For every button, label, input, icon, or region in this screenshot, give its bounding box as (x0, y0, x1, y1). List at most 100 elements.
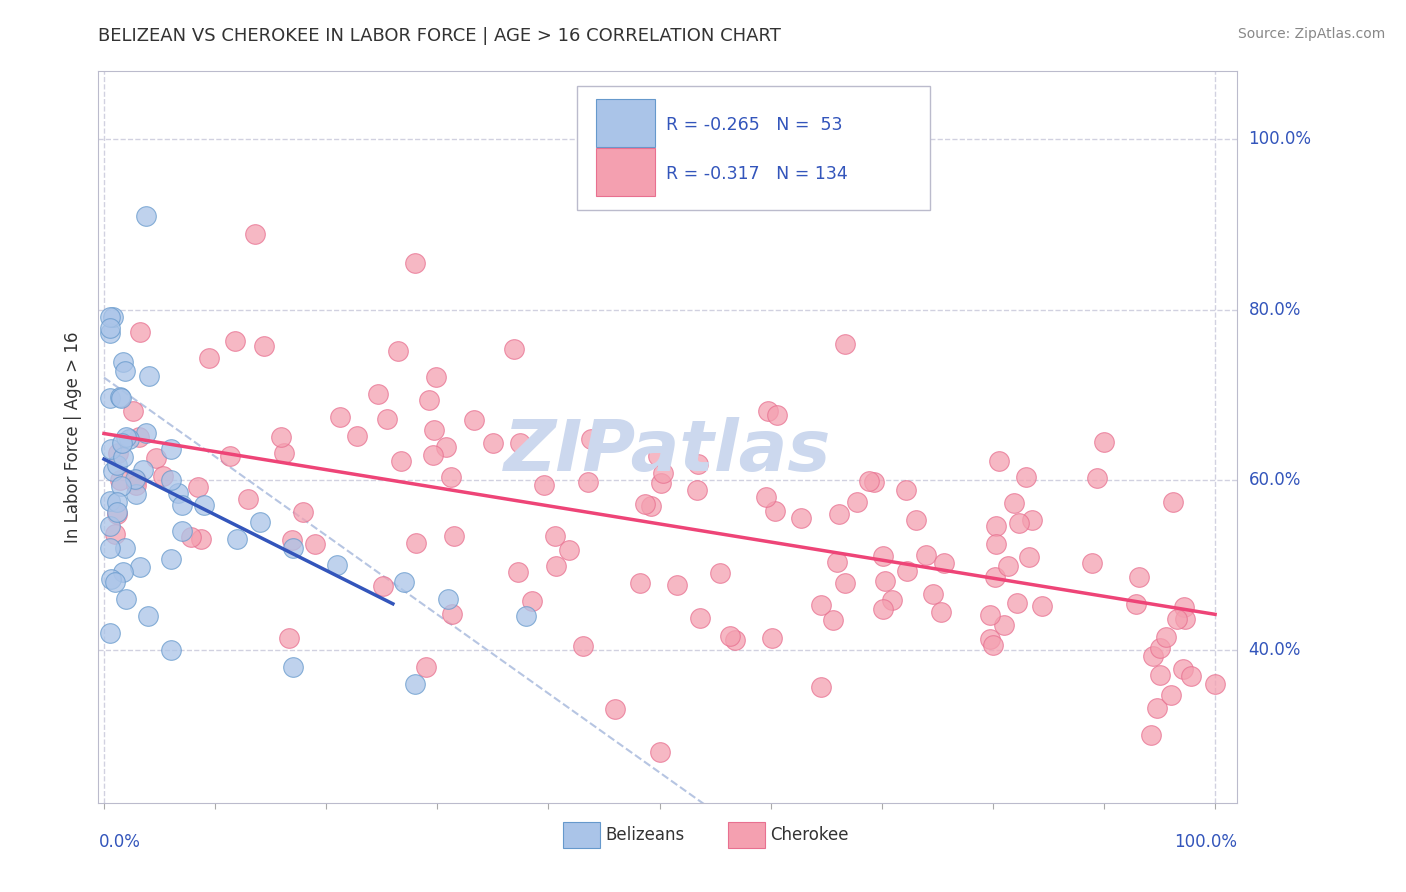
Point (167, 485, 190, 500)
Point (236, 491, 259, 506)
Point (1160, 688, 1182, 702)
Point (135, 209, 157, 223)
Point (509, 436, 531, 450)
Point (110, 478, 132, 492)
Text: 0.0%: 0.0% (98, 833, 141, 851)
Point (929, 605, 952, 619)
Point (1171, 662, 1194, 676)
Point (915, 548, 938, 562)
Point (763, 504, 786, 518)
Point (145, 451, 167, 466)
Point (128, 560, 150, 574)
Point (1161, 495, 1184, 509)
Point (125, 478, 148, 492)
Point (98, 625, 121, 640)
Point (984, 519, 1007, 533)
Text: BELIZEAN VS CHEROKEE IN LABOR FORCE | AGE > 16 CORRELATION CHART: BELIZEAN VS CHEROKEE IN LABOR FORCE | AG… (98, 27, 782, 45)
Point (101, 464, 124, 478)
Point (665, 577, 688, 591)
Point (273, 446, 295, 460)
Point (104, 527, 127, 541)
Point (245, 227, 267, 241)
Point (98, 541, 121, 555)
Point (100, 572, 122, 586)
Point (292, 505, 315, 519)
Point (894, 483, 917, 498)
Point (932, 556, 955, 570)
Point (105, 458, 128, 473)
Point (904, 513, 927, 527)
Point (993, 617, 1015, 632)
Point (1204, 677, 1226, 691)
Point (159, 473, 181, 487)
Point (422, 423, 444, 437)
Point (114, 364, 136, 378)
Point (558, 542, 581, 557)
Point (98, 326, 121, 340)
Point (180, 530, 202, 544)
Point (392, 574, 415, 589)
Point (686, 483, 709, 497)
Text: Belizeans: Belizeans (605, 826, 685, 844)
Point (603, 702, 626, 716)
Point (1173, 599, 1195, 614)
Point (281, 533, 304, 547)
Point (576, 475, 599, 489)
Point (821, 613, 844, 627)
Point (107, 445, 129, 459)
Point (387, 344, 409, 359)
Point (882, 593, 904, 607)
Point (709, 566, 731, 580)
Point (1031, 599, 1053, 613)
Point (105, 495, 128, 509)
Point (987, 454, 1010, 468)
FancyBboxPatch shape (728, 822, 765, 848)
Point (1015, 470, 1038, 484)
Point (724, 632, 747, 647)
Point (122, 404, 145, 418)
Point (326, 558, 349, 572)
Point (125, 473, 148, 487)
Point (112, 355, 135, 369)
Point (1008, 516, 1031, 530)
Point (115, 591, 138, 606)
Point (253, 339, 276, 353)
Point (651, 466, 673, 480)
Point (100, 442, 122, 456)
Point (789, 511, 811, 525)
Point (226, 532, 249, 546)
Point (896, 564, 918, 578)
Text: ZIPatlas: ZIPatlas (505, 417, 831, 486)
Point (114, 541, 136, 555)
FancyBboxPatch shape (576, 86, 929, 211)
Point (118, 433, 141, 447)
Point (270, 430, 292, 444)
Point (1005, 596, 1028, 610)
Text: Source: ZipAtlas.com: Source: ZipAtlas.com (1237, 27, 1385, 41)
Point (377, 411, 399, 425)
Point (873, 574, 896, 589)
Point (979, 608, 1001, 623)
Point (98, 321, 121, 335)
Point (129, 325, 152, 339)
Point (1128, 570, 1150, 584)
Point (502, 343, 524, 357)
Point (415, 659, 437, 673)
FancyBboxPatch shape (596, 99, 655, 146)
Point (544, 558, 567, 573)
Point (1146, 700, 1168, 714)
Text: R = -0.265   N =  53: R = -0.265 N = 53 (665, 116, 842, 134)
Point (922, 587, 945, 601)
Point (105, 505, 128, 519)
Point (373, 579, 395, 593)
Point (110, 473, 132, 487)
Point (983, 569, 1005, 583)
Point (193, 498, 215, 512)
Point (105, 508, 128, 522)
Point (422, 448, 444, 462)
Point (187, 480, 209, 494)
Point (219, 449, 242, 463)
Point (198, 351, 221, 366)
Point (834, 576, 856, 591)
Text: 60.0%: 60.0% (1249, 471, 1301, 489)
